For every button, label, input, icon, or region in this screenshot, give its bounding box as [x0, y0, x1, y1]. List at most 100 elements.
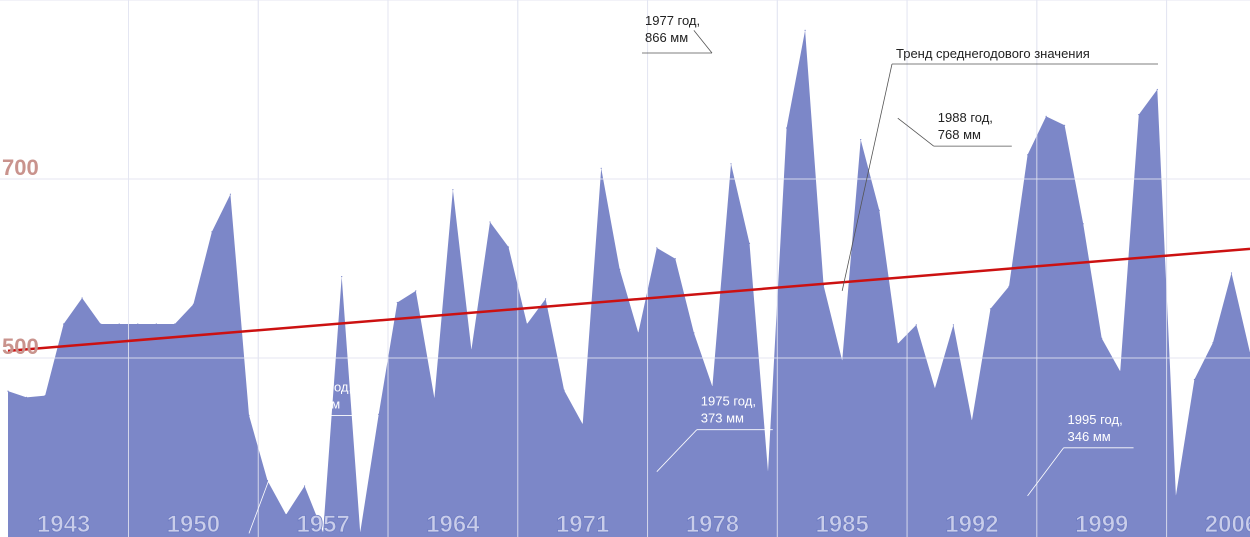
data-point [155, 323, 157, 325]
data-point [44, 395, 46, 397]
data-point [1156, 88, 1158, 91]
x-tick-label: 1985 [815, 511, 868, 537]
data-point [285, 514, 287, 516]
annotation-leader [897, 117, 935, 147]
data-point [174, 323, 176, 325]
data-point [1008, 285, 1010, 287]
x-tick-label: 1964 [426, 511, 480, 537]
data-point [415, 290, 417, 292]
annotation-leader [841, 63, 893, 291]
data-point [7, 390, 9, 392]
data-point [915, 324, 917, 326]
data-point [748, 242, 751, 244]
data-point [118, 323, 120, 325]
annotation-leader [248, 415, 294, 534]
data-point [1119, 370, 1121, 372]
data-point [1045, 115, 1047, 117]
data-point [211, 231, 213, 233]
area-series [7, 29, 1250, 537]
x-tick-label: 1999 [1075, 511, 1128, 537]
data-point [674, 258, 676, 260]
annotation-text: Тренд среднегодового значения [896, 46, 1090, 61]
data-point [934, 387, 936, 389]
area-fill [8, 30, 1250, 537]
annotations: 1977 год, 866 мм 1988 год, 768 мм 1953 год, 3… [248, 13, 1158, 534]
data-point [25, 396, 28, 398]
data-point [989, 308, 992, 310]
x-tick-label: 1957 [296, 511, 349, 537]
data-point [248, 414, 250, 416]
data-point [545, 298, 547, 300]
data-point [860, 139, 862, 141]
data-point [823, 284, 825, 287]
data-point [81, 297, 83, 299]
data-point [378, 413, 380, 415]
data-point [359, 531, 361, 534]
data-point [656, 247, 658, 249]
data-point [1027, 154, 1029, 156]
data-point [1138, 114, 1140, 116]
data-point [266, 480, 269, 482]
trend-line-stroke [7, 247, 1250, 353]
annotation-text: 373 мм [701, 411, 744, 426]
y-tick-label: 700 [2, 155, 39, 180]
annotation-text: 1988 год, [938, 110, 993, 125]
data-point [730, 163, 732, 165]
data-point [452, 189, 454, 191]
annotation-leader [1027, 447, 1064, 497]
data-point [804, 29, 806, 31]
data-point [396, 301, 398, 304]
data-point [507, 246, 510, 248]
data-point [841, 360, 843, 362]
annotation-text: 1977 год, [645, 13, 700, 28]
data-point [563, 389, 565, 391]
annotation-leader [693, 30, 713, 54]
data-point [63, 323, 65, 325]
x-tick-label: 1978 [686, 511, 739, 537]
y-axis: 500 700 [2, 155, 39, 359]
data-point [304, 485, 306, 487]
y-tick-label: 500 [2, 334, 39, 359]
data-point [600, 167, 602, 169]
data-point [1212, 342, 1214, 344]
annotation-text: 1975 год, [701, 394, 756, 409]
data-point [489, 221, 491, 223]
data-point [971, 420, 973, 422]
annotation-text: 866 мм [645, 30, 688, 45]
x-tick-label: 1943 [37, 511, 90, 537]
x-tick-label: 1992 [945, 511, 998, 537]
trend-line [7, 247, 1250, 353]
data-point [582, 423, 584, 425]
data-point [100, 323, 102, 325]
annotation-text: 1995 год, [1068, 412, 1123, 427]
x-tick-label: 1950 [167, 511, 220, 537]
annotation-text: 304 мм [297, 396, 340, 411]
data-point [137, 323, 139, 325]
data-point [1064, 124, 1066, 126]
annotation-text: 1953 год, [297, 379, 352, 394]
data-point [619, 268, 621, 270]
data-point [767, 471, 769, 473]
data-point [322, 531, 324, 534]
data-point [637, 332, 639, 334]
data-point [897, 343, 899, 345]
data-point [229, 193, 231, 195]
x-axis: 1943 1950 1957 1964 1971 1978 1985 1992 1999 2006 [37, 511, 1250, 537]
data-point [711, 386, 714, 388]
annotation-leader [656, 429, 698, 472]
x-tick-label: 1971 [556, 511, 609, 537]
data-point [341, 276, 343, 278]
annotation-text: 346 мм [1068, 429, 1111, 444]
data-point [878, 209, 880, 211]
data-point [1082, 223, 1084, 225]
data-point [192, 303, 194, 305]
data-point [526, 323, 528, 325]
data-point [1230, 272, 1233, 274]
annotation-text: 768 мм [938, 127, 981, 142]
data-point [470, 349, 472, 351]
data-point [1175, 495, 1177, 497]
data-point [693, 332, 695, 334]
data-point [952, 324, 955, 326]
